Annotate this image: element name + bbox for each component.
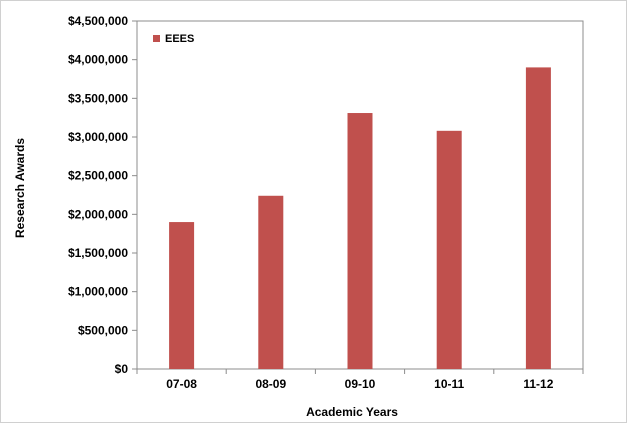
y-tick-label: $1,500,000 <box>68 246 128 260</box>
y-tick-label: $2,000,000 <box>68 207 128 221</box>
y-tick-label: $1,000,000 <box>68 285 128 299</box>
legend-swatch <box>153 35 160 42</box>
bars <box>169 67 551 370</box>
x-tick-label: 07-08 <box>166 377 197 391</box>
x-axis-ticks: 07-08 08-09 09-10 10-11 11-12 <box>136 369 584 391</box>
bar <box>436 130 462 369</box>
x-tick-label: 11-12 <box>523 377 553 391</box>
y-tick-label: $4,500,000 <box>68 14 128 28</box>
x-tick-label: 08-09 <box>255 377 286 391</box>
legend-label: EEES <box>165 33 194 45</box>
y-axis-title: Research Awards <box>13 138 27 238</box>
x-axis-title: Academic Years <box>306 405 398 419</box>
y-axis-ticks: $0 $500,000 $1,000,000 $1,500,000 $2,000,000… <box>68 14 137 376</box>
y-tick-label: $4,000,000 <box>68 53 128 67</box>
y-tick-label: $0 <box>115 362 129 376</box>
x-tick-label: 10-11 <box>434 377 464 391</box>
bar <box>258 195 284 369</box>
y-tick-label: $500,000 <box>78 323 128 337</box>
bar <box>525 67 551 370</box>
bar <box>347 113 373 369</box>
legend: EEES <box>153 33 194 45</box>
x-tick-label: 09-10 <box>345 377 376 391</box>
bar <box>169 222 195 369</box>
y-tick-label: $3,000,000 <box>68 130 128 144</box>
y-tick-label: $3,500,000 <box>68 91 128 105</box>
y-tick-label: $2,500,000 <box>68 169 128 183</box>
